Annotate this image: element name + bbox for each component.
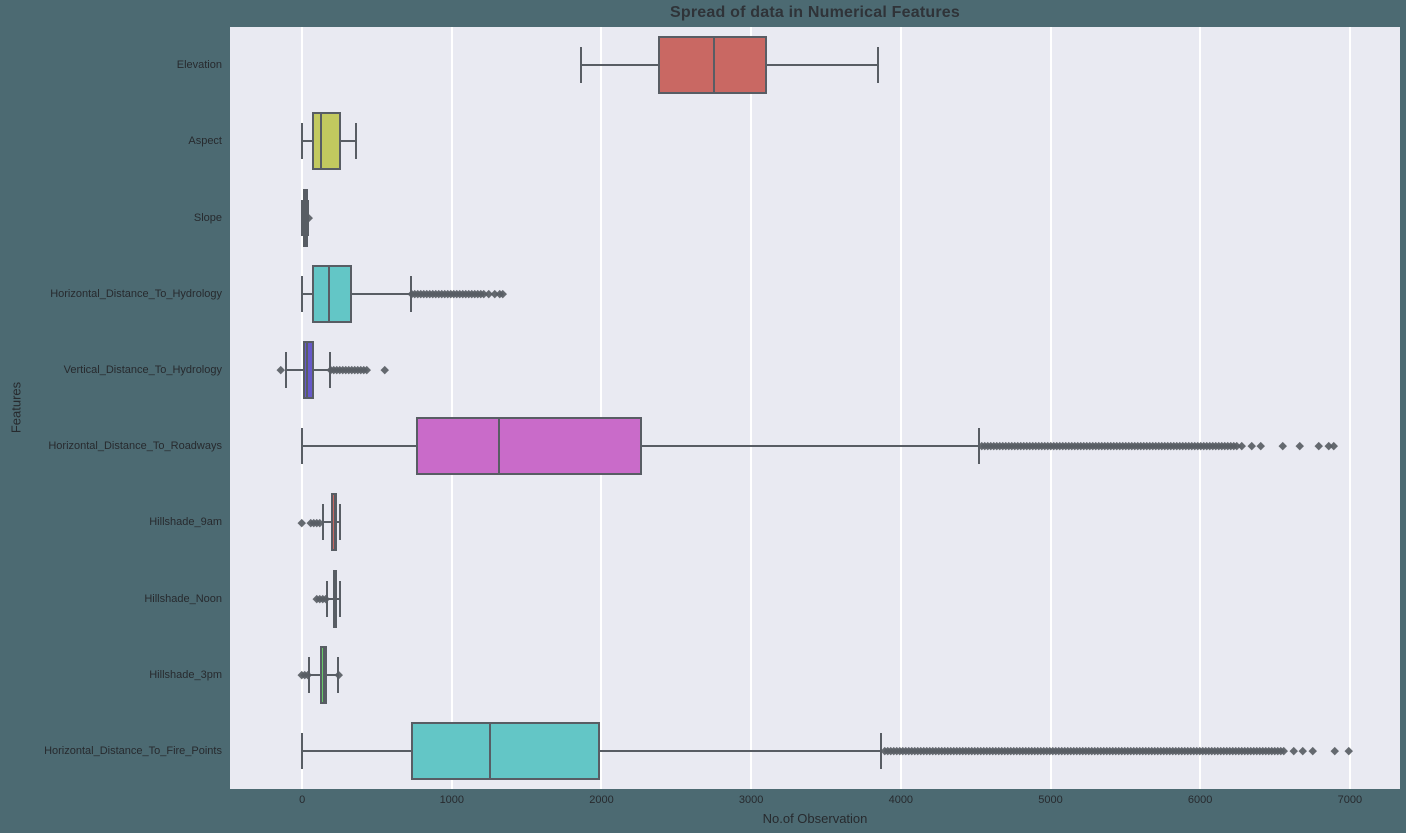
outlier-band-horizontal-distance-to-fire-points [1299, 747, 1307, 755]
outlier-horizontal-distance-to-roadways [1295, 442, 1304, 450]
outlier-band-horizontal-distance-to-fire-points [1308, 747, 1317, 755]
whisker-high-hillshade-3pm [327, 673, 339, 676]
median-horizontal-distance-to-hydrology [328, 264, 331, 323]
plot-area [230, 27, 1400, 789]
gridline [450, 27, 453, 789]
outlier-horizontal-distance-to-roadways [1314, 442, 1323, 450]
gridline [1199, 27, 1202, 789]
whisker-low-vertical-distance-to-hydrology [286, 368, 303, 371]
outlier-band-horizontal-distance-to-roadways [1257, 442, 1265, 450]
box-horizontal-distance-to-fire-points [411, 721, 600, 780]
y-tick-label-hillshade-3pm: Hillshade_3pm [149, 668, 222, 681]
gridline [750, 27, 753, 789]
whisker-low-elevation [580, 64, 658, 67]
whisker-low-aspect [302, 140, 312, 143]
outlier-band-horizontal-distance-to-fire-points [1289, 747, 1298, 755]
median-horizontal-distance-to-roadways [498, 417, 501, 476]
y-tick-label-vertical-distance-to-hydrology: Vertical_Distance_To_Hydrology [63, 363, 222, 376]
whisker-high-elevation [766, 64, 879, 67]
y-tick-label-horizontal-distance-to-hydrology: Horizontal_Distance_To_Hydrology [50, 287, 222, 300]
gridline [1049, 27, 1052, 789]
gridline [1348, 27, 1351, 789]
y-tick-label-aspect: Aspect [188, 135, 222, 148]
y-tick-label-elevation: Elevation [176, 59, 222, 72]
median-vertical-distance-to-hydrology [305, 340, 308, 399]
outlier-horizontal-distance-to-fire-points [1331, 747, 1339, 755]
x-tick-label: 0 [299, 794, 306, 806]
gridline [301, 27, 304, 789]
box-aspect [311, 112, 342, 171]
whisker-high-hillshade-9am [337, 521, 341, 524]
box-vertical-distance-to-hydrology [302, 340, 314, 399]
median-horizontal-distance-to-fire-points [489, 721, 492, 780]
x-tick-label: 3000 [738, 794, 764, 806]
median-hillshade-3pm [322, 645, 325, 704]
whisker-cap-low-horizontal-distance-to-hydrology [301, 275, 304, 312]
whisker-cap-low-horizontal-distance-to-fire-points [301, 732, 304, 769]
median-slope [303, 188, 306, 247]
gridline [600, 27, 603, 789]
outlier-horizontal-distance-to-roadways [1278, 442, 1287, 450]
median-elevation [713, 36, 716, 95]
whisker-high-horizontal-distance-to-roadways [641, 445, 980, 448]
median-hillshade-noon [334, 569, 337, 628]
y-tick-label-hillshade-9am: Hillshade_9am [149, 516, 222, 529]
whisker-low-hillshade-noon [326, 597, 334, 600]
whisker-cap-low-vertical-distance-to-hydrology [285, 351, 288, 388]
whisker-cap-high-elevation [877, 47, 880, 84]
whisker-cap-low-aspect [301, 123, 304, 160]
box-horizontal-distance-to-hydrology [312, 264, 352, 323]
whisker-cap-high-aspect [355, 123, 358, 160]
whisker-low-horizontal-distance-to-fire-points [302, 749, 412, 752]
x-tick-label: 5000 [1038, 794, 1063, 806]
x-tick-label: 4000 [888, 794, 914, 806]
whisker-cap-high-hillshade-noon [339, 580, 342, 617]
x-tick-label: 6000 [1187, 794, 1213, 806]
whisker-high-aspect [341, 140, 357, 143]
whisker-high-vertical-distance-to-hydrology [313, 368, 331, 371]
whisker-low-hillshade-9am [322, 521, 332, 524]
outlier-hillshade-9am [298, 518, 307, 527]
outlier-horizontal-distance-to-roadways [1329, 442, 1338, 450]
x-axis-label: No.of Observation [762, 811, 868, 826]
y-axis-label: Features [8, 381, 24, 434]
outlier-horizontal-distance-to-fire-points [1344, 747, 1353, 755]
y-tick-label-horizontal-distance-to-roadways: Horizontal_Distance_To_Roadways [48, 440, 222, 453]
whisker-low-hillshade-3pm [309, 673, 320, 676]
x-tick-label: 7000 [1337, 794, 1363, 806]
median-hillshade-9am [334, 493, 337, 552]
whisker-cap-low-horizontal-distance-to-roadways [301, 428, 304, 465]
outlier-band-horizontal-distance-to-roadways [1247, 442, 1256, 450]
chart-title: Spread of data in Numerical Features [670, 4, 960, 21]
box-horizontal-distance-to-roadways [416, 417, 642, 476]
y-tick-label-horizontal-distance-to-fire-points: Horizontal_Distance_To_Fire_Points [44, 744, 222, 757]
gridline [899, 27, 902, 789]
whisker-high-horizontal-distance-to-hydrology [351, 292, 411, 295]
whisker-cap-high-hillshade-9am [339, 504, 342, 541]
whisker-low-horizontal-distance-to-roadways [302, 445, 417, 448]
outlier-vertical-distance-to-hydrology [381, 366, 389, 374]
y-tick-label-hillshade-noon: Hillshade_Noon [144, 592, 222, 605]
whisker-high-hillshade-noon [337, 597, 341, 600]
median-aspect [320, 112, 322, 171]
whisker-high-horizontal-distance-to-fire-points [599, 749, 882, 752]
outlier-band-hillshade-3pm [334, 670, 343, 679]
box-elevation [657, 36, 767, 95]
whisker-low-horizontal-distance-to-hydrology [302, 292, 313, 295]
whisker-cap-low-elevation [579, 47, 582, 84]
outlier-band-horizontal-distance-to-roadways [1238, 442, 1246, 450]
whisker-cap-low-slope [301, 199, 304, 236]
x-tick-label: 2000 [589, 794, 614, 806]
x-tick-label: 1000 [439, 794, 465, 806]
y-tick-label-slope: Slope [193, 211, 222, 224]
outlier-band-vertical-distance-to-hydrology [276, 366, 285, 374]
